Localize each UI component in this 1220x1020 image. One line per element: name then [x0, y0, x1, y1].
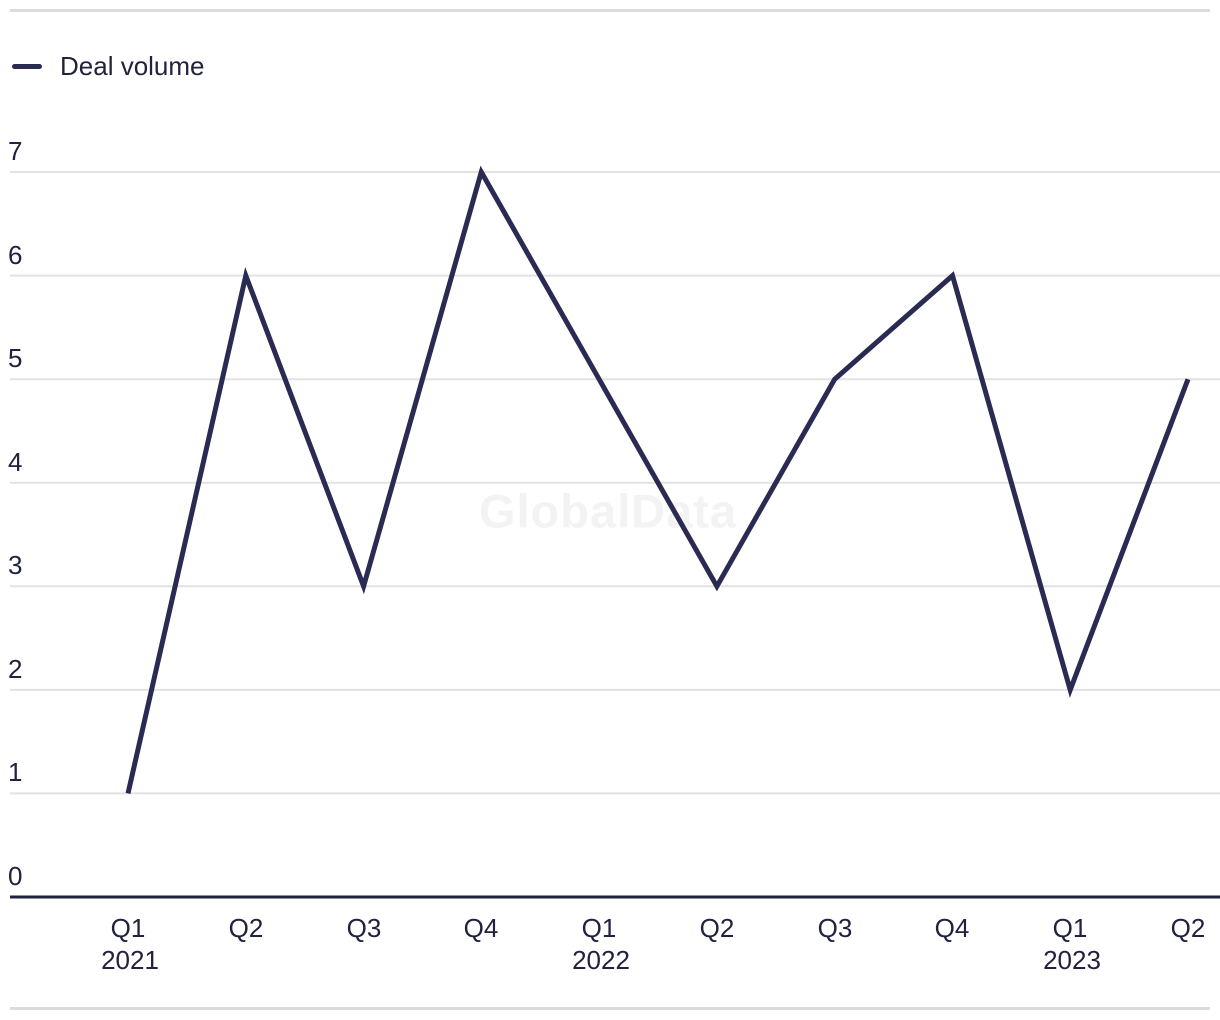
legend-item-deal-volume[interactable]: Deal volume — [12, 50, 205, 82]
x-tick-q3-2021: Q3 — [346, 913, 382, 943]
x-tick-q1-2023: Q1 — [1052, 913, 1088, 943]
x-tick-q2-2023: Q2 — [1170, 913, 1206, 943]
x-tick-q2-2021: Q2 — [228, 913, 264, 943]
x-tick-q4-2022: Q4 — [934, 913, 970, 943]
watermark: GlobalData — [478, 484, 738, 538]
gridlines — [10, 171, 1220, 899]
x-year-2022: 2022 — [572, 945, 630, 975]
y-tick-4: 4 — [8, 447, 23, 477]
legend: Deal volume — [12, 50, 205, 82]
y-tick-3: 3 — [8, 550, 23, 580]
x-year-2021: 2021 — [101, 945, 159, 975]
y-tick-1: 1 — [8, 757, 23, 787]
x-tick-q4-2021: Q4 — [463, 913, 499, 943]
x-tick-q2-2022: Q2 — [699, 913, 735, 943]
legend-label: Deal volume — [60, 51, 205, 81]
y-tick-0: 0 — [8, 861, 23, 891]
x-tick-q1-2022: Q1 — [581, 913, 617, 943]
x-tick-q3-2022: Q3 — [817, 913, 853, 943]
legend-line-swatch-icon — [12, 63, 42, 69]
bottom-divider — [10, 1007, 1210, 1010]
y-tick-6: 6 — [8, 240, 23, 270]
x-tick-q1-2021: Q1 — [110, 913, 146, 943]
y-tick-2: 2 — [8, 654, 23, 684]
top-divider — [10, 9, 1210, 12]
y-tick-7: 7 — [8, 136, 23, 166]
x-year-2023: 2023 — [1043, 945, 1101, 975]
series-line-deal-volume — [125, 165, 1191, 794]
y-tick-5: 5 — [8, 343, 23, 373]
